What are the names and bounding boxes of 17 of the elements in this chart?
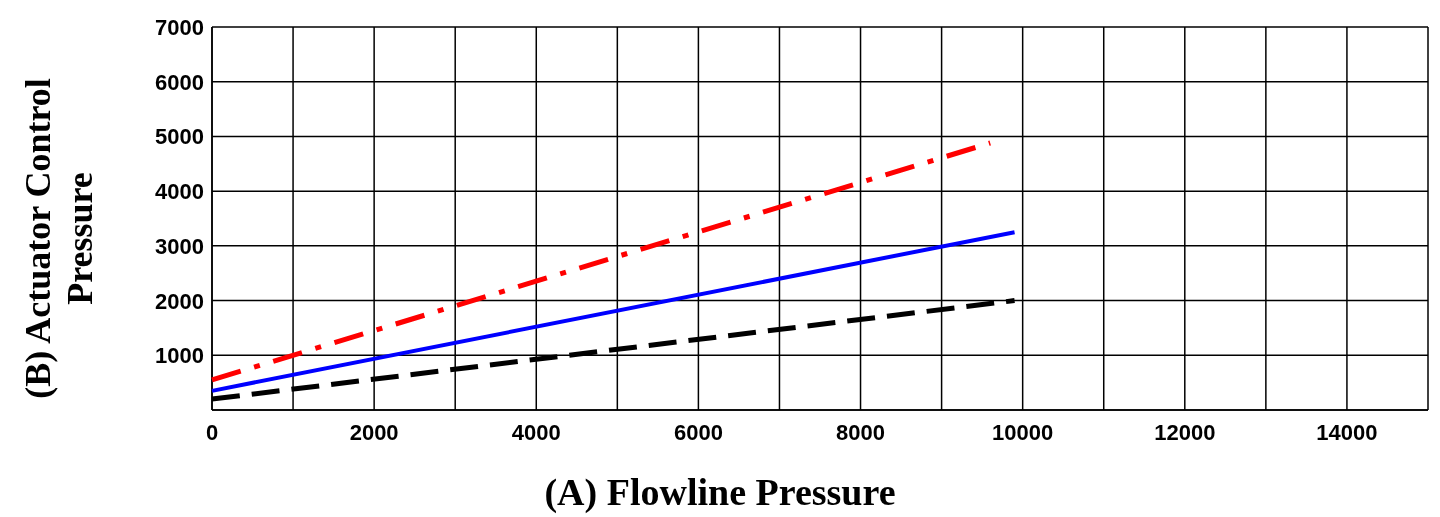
y-tick-label: 6000 bbox=[155, 69, 204, 95]
x-tick-label: 0 bbox=[205, 420, 219, 445]
x-tick-label: 6000 bbox=[673, 420, 723, 445]
x-axis-title: (A) Flowline Pressure bbox=[544, 471, 896, 514]
x-tick-label: 12000 bbox=[1154, 420, 1216, 445]
y-tick-label: 5000 bbox=[155, 124, 204, 150]
x-tick-label: 4000 bbox=[511, 420, 561, 445]
x-tick-label: 14000 bbox=[1316, 420, 1378, 445]
y-tick-label: 7000 bbox=[155, 15, 204, 40]
y-tick-label: 3000 bbox=[155, 233, 204, 259]
x-tick-label: 2000 bbox=[349, 420, 399, 445]
y-tick-label: 4000 bbox=[155, 179, 204, 205]
x-tick-label: 8000 bbox=[836, 420, 886, 445]
y-tick-label: 2000 bbox=[155, 288, 204, 314]
x-tick-label: 10000 bbox=[992, 420, 1054, 445]
y-axis-title: (B) Actuator Control Pressure bbox=[18, 78, 100, 399]
y-tick-label: 1000 bbox=[155, 343, 204, 369]
